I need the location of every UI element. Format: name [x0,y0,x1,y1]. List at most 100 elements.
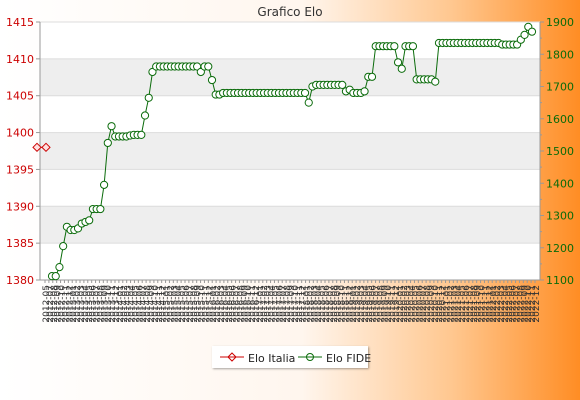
data-point-elo-fide [300,88,310,98]
x-axis-tick-label: 2019-05 [365,285,375,323]
data-point-elo-fide [408,42,418,51]
x-axis-tick-label: 2012-12 [65,285,75,323]
x-axis-tick-label: 2017-02 [260,285,270,323]
x-axis-tick-label: 2016-05 [225,285,235,323]
left-axis-tick-label: 1410 [6,53,34,66]
x-axis-tick-label: 2016-12 [252,285,262,323]
x-axis-tick-label: 2016-11 [248,285,258,323]
x-axis-tick-label: 2017-12 [299,285,309,323]
x-axis-tick-label: 2012-05 [42,285,52,323]
x-axis-tick-label: 2020-06 [415,285,425,323]
x-axis-tick-label: 2021-12 [485,285,495,323]
x-axis-tick-label: 2015-11 [201,285,211,323]
data-point-elo-fide [144,93,153,102]
x-axis-tick-label: 2021-04 [454,285,464,323]
grid-band [40,206,540,244]
x-axis-tick-label: 2014-03 [124,285,134,323]
legend-swatch-elo-italia [220,352,244,362]
x-axis-tick-label: 2021-06 [462,285,472,323]
x-axis-tick-label: 2017-04 [268,285,278,323]
x-axis-tick-label: 2013-02 [73,285,83,323]
x-axis-tick-label: 2016-07 [233,285,243,323]
right-axis-tick-label: 1800 [546,48,574,61]
x-axis-tick-label: 2018-07 [326,285,336,323]
x-axis-tick-label: 2019-02 [353,285,363,323]
left-axis-tick-label: 1395 [6,163,34,176]
x-axis-tick-label: 2014-10 [151,285,161,323]
x-axis-tick-label: 2016-03 [217,285,227,323]
x-axis-tick-label: 2019-04 [361,285,371,323]
right-axis-tick-label: 1900 [546,16,574,29]
x-axis-tick-label: 2015-12 [205,285,215,323]
x-axis-tick-label: 2017-10 [291,285,301,323]
data-point-elo-fide [431,77,440,86]
x-axis-tick-label: 2021-01 [443,285,453,323]
data-point-elo-fide [140,111,150,120]
left-axis-tick-label: 1385 [6,237,34,250]
x-axis-tick-label: 2017-11 [295,285,305,323]
x-axis-tick-label: 2014-09 [147,285,157,323]
data-point-elo-fide [55,263,64,272]
data-point-elo-fide [107,122,116,131]
x-axis-tick-label: 2013-04 [81,285,91,323]
x-axis-tick-label: 2013-10 [104,285,114,323]
x-axis-tick-label: 2021-09 [474,285,484,323]
x-axis-tick-label: 2013-09 [100,285,110,323]
x-axis-tick-label: 2019-03 [357,285,367,323]
x-axis-tick-label: 2014-12 [159,285,169,323]
x-axis-tick-label: 2020-03 [404,285,414,323]
legend-label-elo-italia: Elo Italia [248,352,296,365]
data-point-elo-fide [367,72,377,81]
data-point-elo-fide [204,62,213,71]
x-axis-tick-label: 2018-12 [345,285,355,323]
x-axis-tick-label: 2018-03 [310,285,320,323]
x-axis-tick-label: 2019-07 [373,285,383,323]
left-axis-tick-label: 1380 [6,274,34,287]
x-axis-tick-label: 2018-04 [314,285,324,323]
data-point-elo-fide [397,64,406,73]
x-axis-tick-label: 2015-08 [190,285,200,323]
x-axis-tick-label: 2012-08 [50,285,60,323]
data-point-elo-italia [41,142,51,153]
data-point-elo-fide [59,242,68,251]
x-axis-tick-label: 2018-08 [330,285,340,323]
x-axis-tick-label: 2016-08 [236,285,246,323]
x-axis-tick-label: 2018-05 [318,285,328,323]
x-axis-tick-label: 2018-06 [322,285,332,323]
x-axis-tick-label: 2013-08 [96,285,106,323]
x-axis-tick-label: 2017-06 [275,285,285,323]
data-point-elo-fide [390,42,399,51]
x-axis-tick-label: 2022-04 [501,285,511,323]
x-axis-tick-label: 2020-08 [423,285,433,323]
x-axis-tick-label: 2019-12 [392,285,402,323]
x-axis-tick-label: 2016-04 [221,285,231,323]
x-axis-tick-label: 2021-08 [470,285,480,323]
x-axis-tick-label: 2021-02 [446,285,456,323]
data-point-elo-fide [99,180,109,189]
x-axis-tick-label: 2020-05 [411,285,421,323]
x-axis-tick-label: 2014-05 [131,285,141,323]
x-axis-tick-label: 2018-02 [306,285,316,323]
right-axis-tick-label: 1400 [546,177,574,190]
data-point-elo-fide [520,30,529,40]
x-axis-tick-label: 2013-01 [69,285,79,323]
x-axis-tick-label: 2021-05 [458,285,468,323]
x-axis-tick-label: 2014-02 [120,285,130,323]
x-axis-tick-label: 2015-05 [178,285,188,323]
x-axis-tick-label: 2013-06 [89,285,99,323]
x-axis-tick-label: 2019-10 [384,285,394,323]
left-axis-tick-label: 1390 [6,200,34,213]
x-axis-tick-label: 2020-01 [396,285,406,323]
x-axis-tick-label: 2020-12 [439,285,449,323]
x-axis-tick-label: 2022-01 [489,285,499,323]
x-axis-tick-label: 2021-03 [450,285,460,323]
chart-title: Grafico Elo [257,5,322,19]
data-point-elo-fide [207,75,217,85]
data-point-elo-fide [393,58,403,67]
x-axis-tick-label: 2014-11 [155,285,165,323]
data-point-elo-fide [527,27,537,36]
x-axis-tick-label: 2019-08 [376,285,386,323]
x-axis-tick-label: 2020-09 [427,285,437,323]
x-axis-tick-label: 2017-05 [271,285,281,323]
x-axis-tick-label: 2015-07 [186,285,196,323]
